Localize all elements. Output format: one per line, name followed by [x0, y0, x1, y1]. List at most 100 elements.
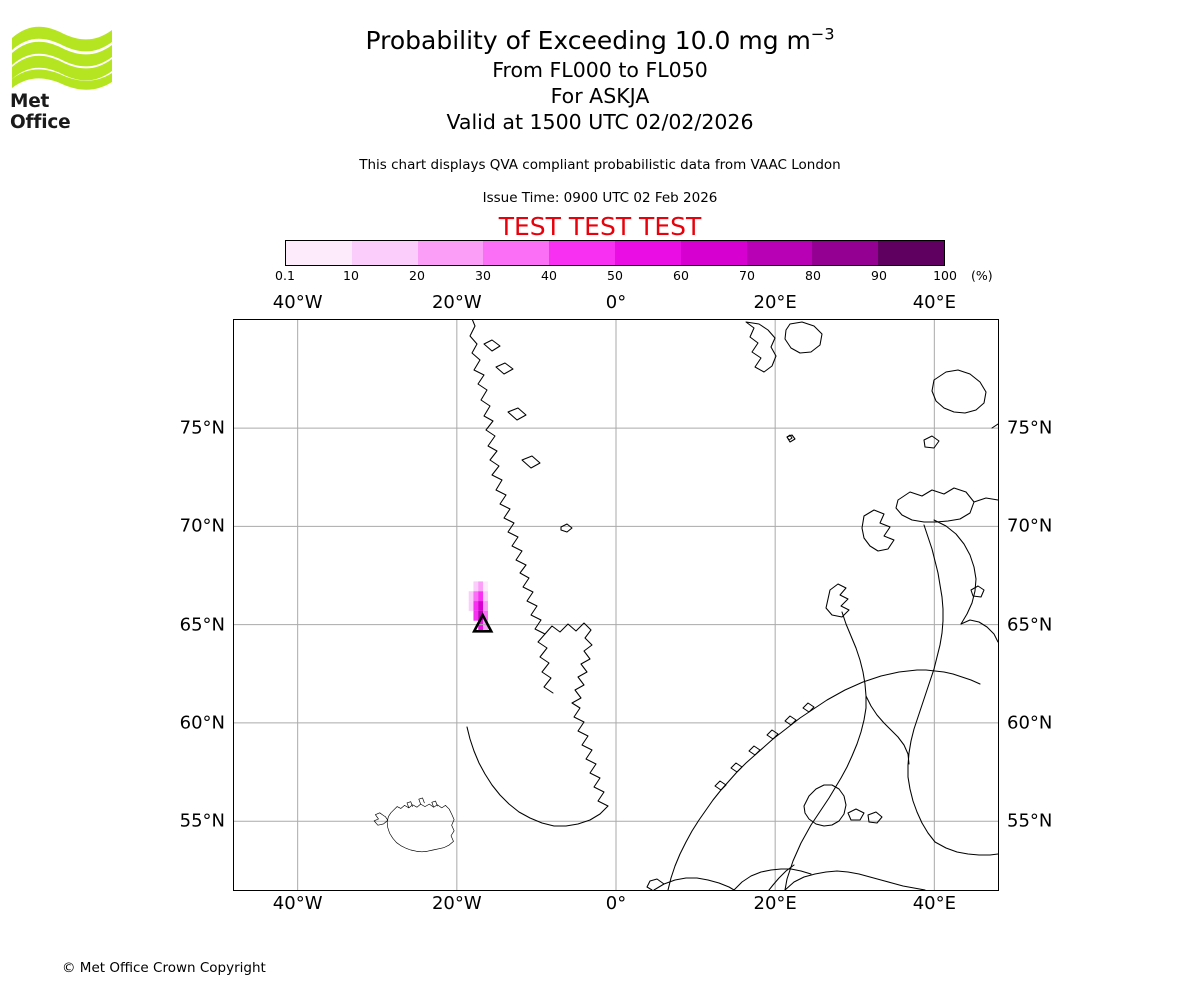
colorbar-tick-100: 100: [933, 268, 957, 283]
coastline-greenland-north-fjord-b: [495, 362, 514, 375]
colorbar-unit-label: (%): [971, 268, 993, 283]
longitude-label-20E: 20°E: [753, 292, 797, 313]
ash-cell: [478, 601, 484, 611]
map-canvas: [234, 320, 998, 890]
colorbar-segment-0: [286, 241, 352, 265]
longitude-label-40E: 40°E: [912, 292, 956, 313]
chart-title-block: Probability of Exceeding 10.0 mg m−3 Fro…: [0, 24, 1200, 135]
colorbar-segment-6: [680, 241, 747, 265]
colorbar-tick-40: 40: [541, 268, 557, 283]
coastline-baltic-south: [784, 870, 926, 890]
copyright-footer: © Met Office Crown Copyright: [62, 960, 266, 976]
colorbar-segment-2: [417, 241, 484, 265]
test-banner: TEST TEST TEST: [498, 212, 702, 241]
title-flight-levels: From FL000 to FL050: [492, 58, 708, 82]
qva-compliance-note: This chart displays QVA compliant probab…: [359, 157, 841, 173]
coastline-brittany: [646, 878, 665, 890]
title-volcano-name: For ASKJA: [550, 84, 650, 108]
coastline-svalbard-west: [745, 321, 777, 373]
latitude-label-70N: 70°N: [179, 515, 225, 537]
ash-cell: [483, 620, 488, 631]
ash-cell: [483, 581, 488, 592]
latitude-label-65N: 65°N: [179, 614, 225, 636]
latitude-label-70N: 70°N: [1007, 515, 1053, 537]
coastline-kolguev: [923, 435, 940, 449]
page-title-exponent: −3: [810, 24, 835, 44]
coastline-norway-north: [861, 509, 895, 552]
longitude-label-40W: 40°W: [272, 292, 323, 313]
colorbar-tick-90: 90: [871, 268, 887, 283]
ash-cell: [473, 581, 479, 592]
coastline-greenland-north-fjord-d: [521, 455, 541, 469]
ash-probability-layer: [468, 581, 488, 631]
met-office-logo: Met Office: [10, 20, 114, 133]
ash-cell: [478, 620, 484, 631]
issue-time: Issue Time: 0900 UTC 02 Feb 2026: [482, 190, 718, 206]
coastline-iceland-nw-peninsula: [373, 812, 389, 826]
longitude-label-40E: 40°E: [912, 893, 956, 914]
coastline-lake: [970, 585, 985, 598]
ash-cell: [478, 591, 484, 602]
coastline-greenland: [469, 320, 527, 566]
coastline-greenland-north-fjord-c: [507, 407, 527, 421]
coastline-norway: [667, 669, 981, 890]
map-gridlines: [234, 320, 998, 890]
coastline-greenland-fjords: [544, 622, 593, 704]
coastline-jan-mayen: [560, 523, 573, 533]
volcano-marker-icon: [471, 612, 494, 633]
ash-cell: [473, 591, 479, 602]
coastline-iceland-fjords-n: [406, 797, 438, 809]
coastline-netherlands-germany: [733, 868, 812, 890]
colorbar-tick-labels: 0.1 10 20 30 40 50 60 70 80 90 100: [0, 268, 1200, 286]
coastline-denmark: [803, 784, 847, 827]
colorbar-segment-3: [483, 241, 550, 265]
colorbar-segment-9: [878, 241, 944, 265]
coastline-greenland-ne: [519, 564, 546, 635]
coastline-greenland-s: [466, 726, 609, 827]
page-title: Probability of Exceeding 10.0 mg m−3: [0, 24, 1200, 57]
colorbar-tick-50: 50: [607, 268, 623, 283]
coastline-small-dot-a: [786, 434, 793, 441]
colorbar-gradient: [285, 240, 945, 266]
colorbar-tick-0.1: 0.1: [275, 268, 295, 283]
coastline-greenland-north-fjord-a: [483, 339, 501, 352]
latitude-label-60N: 60°N: [179, 712, 225, 734]
longitude-label-0: 0°: [605, 893, 627, 914]
longitude-label-0: 0°: [605, 292, 627, 313]
coastline-lofoten: [825, 583, 850, 618]
coastline-iceland: [386, 803, 455, 853]
longitude-axis-bottom: 40°W 20°W 0° 20°E 40°E: [0, 893, 1200, 915]
coastline-layer: [373, 320, 998, 890]
title-valid-time: Valid at 1500 UTC 02/02/2026: [446, 110, 754, 134]
latitude-label-75N: 75°N: [179, 417, 225, 439]
coastline-sweden-finland: [784, 611, 867, 890]
latitude-label-55N: 55°N: [1007, 810, 1053, 832]
ash-cell: [478, 610, 484, 621]
map-panel[interactable]: [233, 319, 999, 891]
longitude-axis-top: 40°W 20°W 0° 20°E 40°E: [0, 292, 1200, 314]
probability-colorbar: [285, 240, 945, 266]
coastline-kola: [973, 497, 998, 503]
ash-cell: [468, 601, 474, 611]
colorbar-segment-5: [614, 241, 681, 265]
coastline-svalbard-east: [784, 321, 823, 354]
coastline-arctic-island-ne: [931, 369, 987, 414]
colorbar-segment-8: [812, 241, 879, 265]
ash-cell: [483, 601, 488, 611]
colorbar-segment-7: [746, 241, 813, 265]
coastline-finland-south: [934, 841, 998, 856]
latitude-label-55N: 55°N: [179, 810, 225, 832]
coastline-france-north: [653, 877, 735, 890]
coastline-arctic-island-far: [991, 423, 998, 429]
colorbar-segment-4: [549, 241, 615, 265]
longitude-label-20W: 20°W: [431, 292, 482, 313]
colorbar-tick-20: 20: [409, 268, 425, 283]
longitude-label-20W: 20°W: [431, 893, 482, 914]
ash-cell: [473, 601, 479, 611]
colorbar-tick-10: 10: [343, 268, 359, 283]
ash-cell: [473, 610, 479, 621]
coastline-white-sea-east: [960, 619, 998, 643]
longitude-label-20E: 20°E: [753, 893, 797, 914]
coastline-denmark-islands: [847, 808, 883, 824]
coastline-finnmark: [895, 487, 975, 523]
